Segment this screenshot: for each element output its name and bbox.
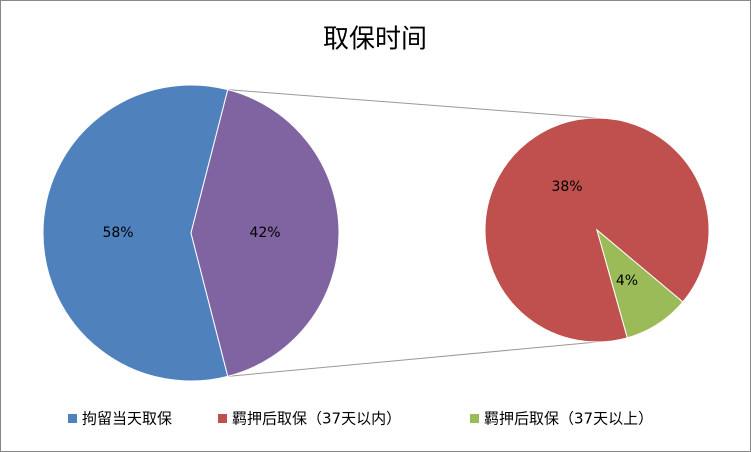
legend-marker: [470, 414, 479, 423]
pie-slice: [596, 228, 684, 339]
chart-title: 取保时间: [323, 25, 427, 55]
connector-line: [227, 89, 598, 119]
legend-marker: [68, 414, 77, 423]
legend-marker: [218, 414, 227, 423]
legend-label: 拘留当天取保: [82, 410, 172, 428]
data-label: 42%: [249, 225, 280, 241]
data-label: 4%: [616, 273, 638, 289]
legend-label: 羁押后取保（37天以内）: [232, 410, 401, 428]
pie-slice: [190, 89, 340, 377]
legend-label: 羁押后取保（37天以上）: [484, 410, 653, 428]
data-label: 58%: [102, 225, 133, 241]
pie-slice: [42, 84, 229, 382]
connector-line: [227, 341, 598, 377]
data-label: 38%: [551, 179, 582, 195]
